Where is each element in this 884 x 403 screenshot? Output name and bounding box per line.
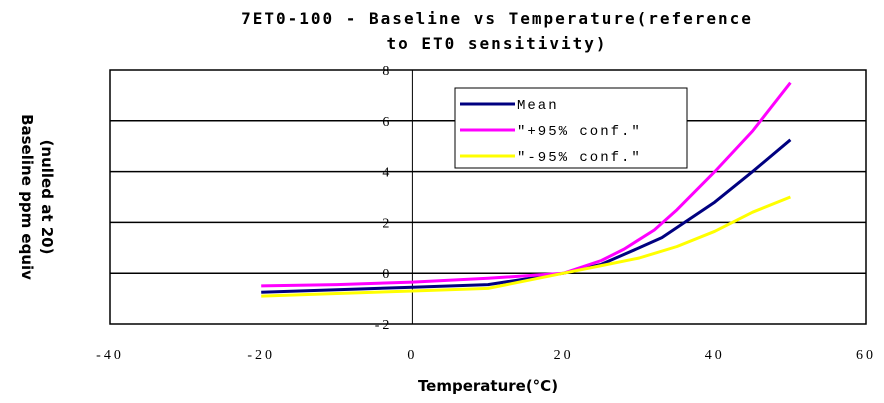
legend-label-mean: Mean bbox=[517, 98, 559, 114]
chart-title-line1: 7ET0-100 - Baseline vs Temperature(refer… bbox=[241, 9, 753, 28]
x-tick-label-3: 20 bbox=[554, 348, 574, 363]
y-tick-label-0: -2 bbox=[375, 318, 393, 333]
legend: Mean "+95% conf." "-95% conf." bbox=[454, 87, 688, 169]
x-tick-label-1: -20 bbox=[247, 348, 275, 363]
y-axis-label-line2: (nulled at 20) bbox=[38, 140, 56, 255]
x-tick-labels: -40 -20 0 20 40 60 bbox=[96, 348, 876, 363]
y-tick-labels: -2 0 2 4 6 8 bbox=[375, 64, 393, 333]
series-line-1 bbox=[261, 81, 792, 288]
x-tick-label-2: 0 bbox=[407, 348, 417, 363]
legend-label-plus95: "+95% conf." bbox=[517, 124, 642, 140]
y-tick-label-5: 8 bbox=[382, 64, 392, 79]
y-tick-label-1: 0 bbox=[382, 267, 392, 282]
legend-label-minus95: "-95% conf." bbox=[517, 150, 642, 166]
x-tick-label-4: 40 bbox=[705, 348, 725, 363]
series-line-2 bbox=[261, 195, 791, 298]
y-axis-label-group-2: (nulled at 20) bbox=[38, 140, 56, 255]
y-axis-label-group: Baseline ppm equiv bbox=[18, 114, 36, 280]
x-axis-label: Temperature(°C) bbox=[418, 377, 558, 395]
y-tick-label-2: 2 bbox=[382, 216, 392, 231]
y-tick-label-4: 6 bbox=[382, 115, 392, 130]
chart-title-line2: to ET0 sensitivity) bbox=[386, 34, 607, 53]
x-tick-label-0: -40 bbox=[96, 348, 124, 363]
y-tick-label-3: 4 bbox=[382, 166, 392, 181]
series-layer bbox=[261, 81, 792, 298]
x-tick-label-5: 60 bbox=[856, 348, 876, 363]
y-axis-label-line1: Baseline ppm equiv bbox=[18, 114, 36, 280]
